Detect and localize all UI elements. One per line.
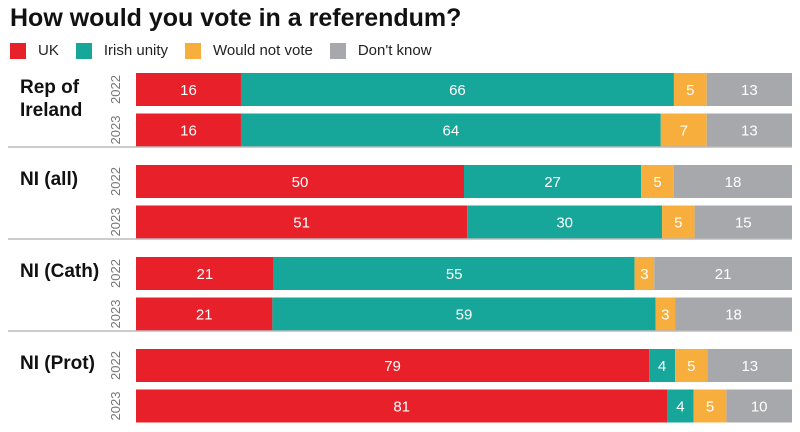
- bar-segment-don-t-know: [707, 349, 792, 382]
- data-label: 13: [741, 358, 758, 375]
- legend-label: Don't know: [357, 42, 432, 59]
- bar-segment-would-not-vote: [675, 349, 708, 382]
- bar-segment-would-not-vote: [634, 257, 655, 290]
- year-label: 2022: [108, 167, 123, 196]
- data-label: 59: [456, 307, 473, 324]
- group-label: NI (all): [20, 169, 78, 190]
- legend-label: UK: [38, 42, 59, 59]
- legend-item: Would not vote: [185, 42, 313, 59]
- data-label: 16: [180, 82, 197, 99]
- data-label: 4: [676, 399, 684, 416]
- legend-swatch: [75, 42, 92, 59]
- bar-segment-irish-unity: [649, 349, 676, 382]
- bar-segment-irish-unity: [667, 389, 694, 423]
- year-label: 2023: [108, 300, 123, 329]
- data-label: 79: [384, 358, 401, 375]
- data-label: 18: [725, 307, 742, 324]
- data-label: 16: [180, 123, 197, 140]
- legend-label: Irish unity: [103, 42, 169, 59]
- legend-swatch: [10, 42, 26, 59]
- bar-segment-don-t-know: [706, 73, 792, 106]
- bar-segment-would-not-vote: [655, 297, 676, 331]
- data-label: 5: [687, 358, 695, 375]
- bar-segment-uk: [136, 389, 668, 423]
- data-label: 18: [725, 174, 742, 191]
- bar-segment-don-t-know: [694, 205, 792, 239]
- legend: UK Irish unity Would not vote Don't know: [10, 42, 449, 59]
- legend-item: Irish unity: [75, 42, 169, 59]
- bar-segment-would-not-vote: [660, 113, 707, 147]
- bar-segment-don-t-know: [673, 165, 792, 198]
- bar-segment-would-not-vote: [673, 73, 707, 106]
- bar-segment-would-not-vote: [641, 165, 674, 198]
- data-label: 4: [658, 358, 666, 375]
- bar-segment-irish-unity: [240, 73, 674, 106]
- bar-segment-uk: [136, 297, 273, 331]
- bar-segment-don-t-know: [726, 389, 792, 423]
- legend-swatch: [329, 42, 346, 59]
- data-label: 15: [735, 215, 752, 232]
- data-label: 81: [393, 399, 410, 416]
- data-label: 5: [686, 82, 694, 99]
- bar-segment-irish-unity: [272, 297, 656, 331]
- bar-segment-don-t-know: [706, 113, 792, 147]
- data-label: 10: [751, 399, 768, 416]
- year-label: 2022: [108, 351, 123, 380]
- bar-segment-would-not-vote: [693, 389, 727, 423]
- data-label: 5: [674, 215, 682, 232]
- legend-label: Would not vote: [213, 42, 313, 59]
- data-label: 3: [661, 307, 669, 324]
- data-label: 66: [449, 82, 466, 99]
- year-label: 2022: [108, 259, 123, 288]
- year-label: 2023: [108, 116, 123, 145]
- legend-swatch: [185, 42, 202, 59]
- data-label: 21: [715, 266, 732, 283]
- data-label: 64: [443, 123, 460, 140]
- bar-segment-irish-unity: [273, 257, 635, 290]
- bar-segment-uk: [136, 257, 274, 290]
- group-label: NI (Cath): [20, 261, 99, 282]
- data-label: 21: [197, 266, 214, 283]
- data-label: 13: [741, 82, 758, 99]
- data-label: 55: [446, 266, 463, 283]
- bar-segment-uk: [136, 113, 241, 147]
- bar-segment-irish-unity: [240, 113, 661, 147]
- chart-title: How would you vote in a referendum?: [10, 4, 462, 32]
- bar-segment-don-t-know: [654, 257, 792, 290]
- bar-segment-irish-unity: [464, 165, 642, 198]
- group-label: Rep of: [20, 77, 80, 98]
- bar-segment-uk: [136, 349, 650, 382]
- legend-item: Don't know: [329, 42, 432, 59]
- data-label: 21: [196, 307, 213, 324]
- year-label: 2023: [108, 208, 123, 237]
- year-label: 2022: [108, 75, 123, 104]
- bar-segment-irish-unity: [467, 205, 663, 239]
- bar-segment-would-not-vote: [662, 205, 695, 239]
- group-label: Ireland: [20, 100, 82, 121]
- bar-segment-don-t-know: [675, 297, 792, 331]
- data-label: 13: [741, 123, 758, 140]
- group-label: NI (Prot): [20, 353, 95, 374]
- data-label: 5: [706, 399, 714, 416]
- legend-item: UK: [10, 42, 59, 59]
- bar-segment-uk: [136, 73, 241, 106]
- data-label: 30: [556, 215, 573, 232]
- data-label: 51: [293, 215, 310, 232]
- data-label: 50: [292, 174, 309, 191]
- bar-segment-uk: [136, 165, 464, 198]
- data-label: 5: [653, 174, 661, 191]
- year-label: 2023: [108, 392, 123, 421]
- bar-segment-uk: [136, 205, 468, 239]
- data-label: 27: [544, 174, 561, 191]
- data-label: 3: [640, 266, 648, 283]
- data-label: 7: [680, 123, 688, 140]
